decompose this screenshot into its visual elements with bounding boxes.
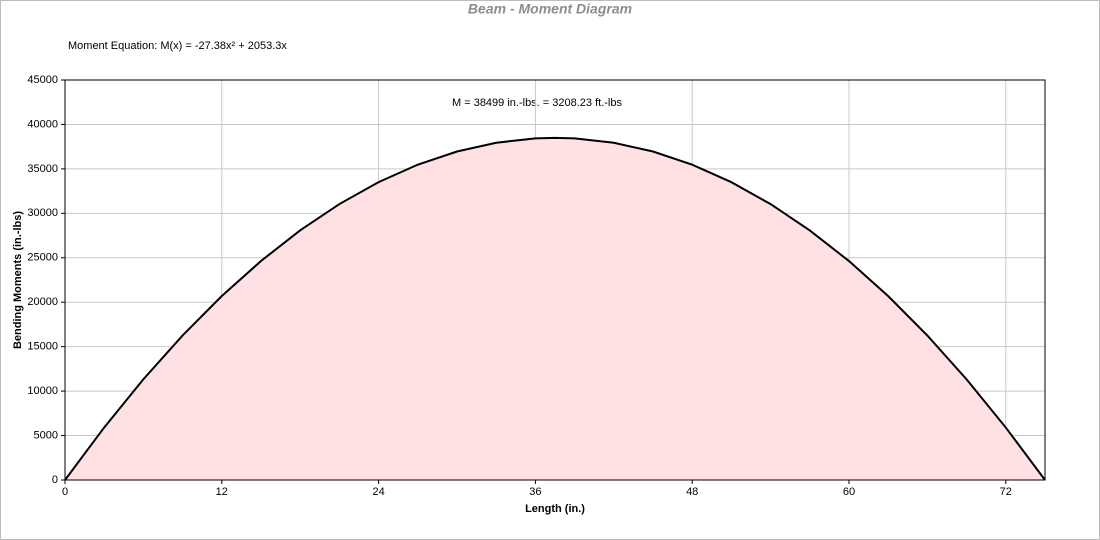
x-tick-label: 0: [62, 486, 68, 498]
x-tick-label: 60: [843, 486, 855, 498]
x-tick-label: 72: [1000, 486, 1012, 498]
x-tick-label: 12: [216, 486, 228, 498]
chart-title: Beam - Moment Diagram: [468, 1, 632, 17]
y-tick-label: 15000: [27, 341, 58, 353]
x-tick-label: 48: [686, 486, 698, 498]
y-tick-label: 20000: [27, 296, 58, 308]
y-tick-label: 5000: [34, 429, 58, 441]
plot-frame: [64, 79, 1046, 481]
y-tick-label: 0: [52, 474, 58, 486]
x-tick-label: 24: [372, 486, 384, 498]
y-tick-label: 45000: [27, 74, 58, 86]
y-tick-label: 10000: [27, 385, 58, 397]
y-axis-title: Bending Moments (in.-lbs): [12, 211, 24, 349]
y-tick-label: 30000: [27, 207, 58, 219]
annotation: Moment Equation: M(x) = -27.38x² + 2053.…: [68, 40, 287, 52]
y-tick-label: 35000: [27, 163, 58, 175]
y-tick-label: 25000: [27, 252, 58, 264]
x-axis-title: Length (in.): [525, 503, 585, 515]
annotation: M = 38499 in.-lbs. = 3208.23 ft.-lbs: [452, 97, 622, 109]
x-tick-label: 36: [529, 486, 541, 498]
y-tick-label: 40000: [27, 118, 58, 130]
area-fill: [65, 137, 1045, 480]
moment-line: [64, 136, 1046, 481]
